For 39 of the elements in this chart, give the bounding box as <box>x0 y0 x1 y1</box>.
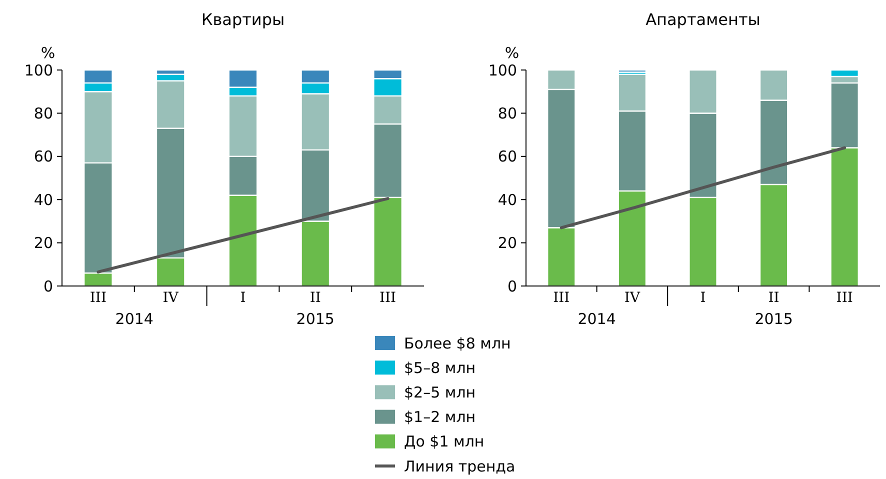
legend-label: $5–8 млн <box>404 358 476 377</box>
x-tick-label: II <box>768 290 780 306</box>
x-tick-label: IV <box>162 290 180 306</box>
y-tick-label: 100 <box>488 61 517 80</box>
legend-label: $1–2 млн <box>404 408 476 426</box>
bar <box>618 69 647 73</box>
x-tick-label: I <box>700 290 706 306</box>
y-tick-label: 0 <box>43 277 53 296</box>
line-series <box>96 197 390 274</box>
x-tick-label: III <box>380 290 396 306</box>
legend-label: Более $8 млн <box>404 334 511 352</box>
x-tick-label: IV <box>624 290 641 306</box>
y-tick-label: 80 <box>34 104 53 122</box>
y-axis-title: % <box>40 44 56 62</box>
x-tick-label: III <box>553 290 570 306</box>
line-series <box>560 146 846 230</box>
x-tick-label: III <box>836 290 853 306</box>
text: 2015 <box>296 310 334 328</box>
y-tick-label: 60 <box>34 148 53 166</box>
y-tick-label: 20 <box>34 234 53 252</box>
y-axis-title: % <box>504 44 520 62</box>
chart-title: Апартаменты <box>646 10 760 29</box>
legend-label: Линия тренда <box>404 457 516 476</box>
chart-title: Квартиры <box>201 10 285 29</box>
text: 2014 <box>115 310 154 328</box>
text: 2015 <box>754 310 793 328</box>
legend-label: $2–5 млн <box>404 383 476 402</box>
x-tick-label: III <box>90 290 106 306</box>
legend-label: До $1 млн <box>404 432 484 451</box>
y-tick-label: 80 <box>498 104 517 122</box>
y-tick-label: 40 <box>498 190 517 209</box>
x-tick-label: I <box>240 290 246 306</box>
y-tick-label: 60 <box>498 148 517 166</box>
y-tick-label: 100 <box>24 61 53 80</box>
y-tick-label: 20 <box>498 234 517 252</box>
y-tick-label: 0 <box>507 277 517 296</box>
x-tick-label: II <box>310 290 321 306</box>
y-tick-label: 40 <box>34 190 53 209</box>
text: 2014 <box>578 310 616 328</box>
